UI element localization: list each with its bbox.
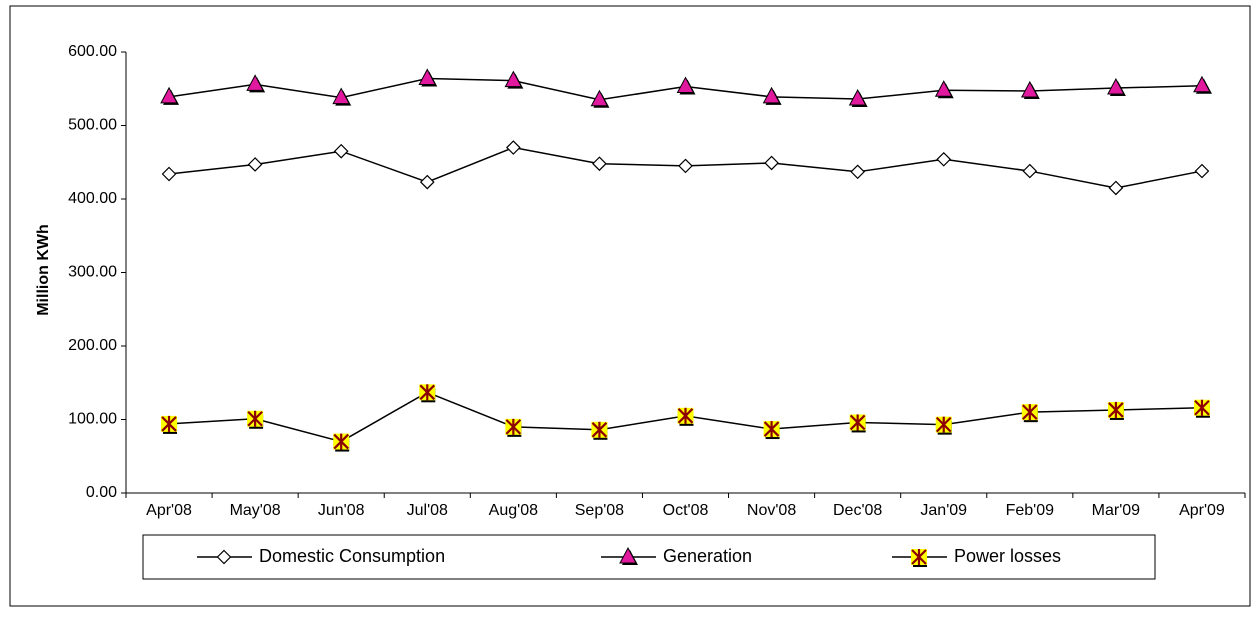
data-point-generation [934, 80, 953, 97]
legend-marker-generation [619, 546, 637, 564]
data-point-generation [676, 76, 695, 94]
y-tick-label: 200.00 [68, 337, 117, 354]
legend-item-power-losses: Power losses [892, 546, 1061, 567]
data-point-power-losses-cross [247, 410, 263, 427]
data-point-power-losses-cross [505, 418, 522, 435]
data-point-power-losses-cross [333, 433, 349, 450]
legend: Domestic Consumption Generation Power loss… [142, 534, 1156, 580]
data-point-domestic-consumption [333, 143, 349, 159]
x-tick-label: Dec'08 [833, 502, 882, 519]
data-point-domestic-consumption [505, 140, 521, 155]
legend-label-power-losses: Power losses [954, 546, 1061, 566]
data-point-domestic-consumption [419, 174, 435, 190]
x-tick-label: Oct'08 [663, 502, 709, 519]
x-tick-label: Apr'08 [146, 502, 192, 519]
series-power-losses [161, 384, 1210, 452]
data-point-power-losses-cross [161, 415, 177, 432]
data-point-generation [590, 89, 609, 107]
x-tick-label: Mar'09 [1092, 502, 1141, 519]
data-point-domestic-consumption [678, 158, 693, 174]
data-point-domestic-consumption [1022, 163, 1038, 179]
legend-marker-domestic-consumption [216, 549, 232, 565]
y-tick-label: 300.00 [68, 264, 117, 281]
data-point-domestic-consumption [161, 166, 177, 182]
y-tick-label: 600.00 [68, 43, 117, 60]
data-point-power-losses-cross [1108, 401, 1124, 418]
data-point-generation [762, 86, 781, 104]
x-tick-label: Sep'08 [575, 502, 624, 519]
data-point-domestic-consumption [1194, 163, 1210, 179]
legend-item-generation: Generation [601, 546, 752, 566]
x-tick-label: Nov'08 [747, 502, 796, 519]
y-tick-label: 100.00 [68, 411, 117, 428]
data-point-domestic-consumption [592, 156, 607, 172]
data-point-domestic-consumption [850, 164, 866, 180]
series-domestic-consumption [161, 140, 1210, 196]
y-tick-label: 400.00 [68, 190, 117, 207]
x-tick-label: Feb'09 [1006, 502, 1055, 519]
data-point-power-losses-cross [763, 421, 780, 438]
data-point-generation [1107, 77, 1125, 95]
x-tick-label: May'08 [230, 502, 281, 519]
data-point-power-losses-cross [1194, 399, 1210, 416]
x-tick-label: Aug'08 [489, 502, 538, 519]
data-point-generation [160, 86, 178, 104]
chart-border [9, 5, 1251, 607]
data-point-domestic-consumption [936, 151, 952, 167]
data-point-generation [1193, 75, 1211, 93]
data-point-generation [418, 68, 437, 85]
data-point-power-losses-cross [677, 407, 694, 424]
y-tick-label: 0.00 [86, 484, 117, 501]
data-point-power-losses-cross [591, 421, 608, 438]
data-point-power-losses-cross [419, 384, 436, 401]
legend-label-generation: Generation [663, 546, 752, 566]
data-point-power-losses-cross [1022, 404, 1038, 421]
series-layer [160, 68, 1212, 452]
legend-item-domestic-consumption: Domestic Consumption [197, 546, 445, 566]
x-tick-label: Apr'09 [1179, 502, 1225, 519]
data-point-generation [332, 87, 351, 105]
data-point-generation [848, 88, 867, 106]
data-point-generation [1020, 80, 1039, 98]
legend-label-domestic-consumption: Domestic Consumption [259, 546, 445, 566]
x-tick-label: Jul'08 [407, 502, 448, 519]
data-point-domestic-consumption [1108, 180, 1124, 196]
data-point-domestic-consumption [764, 155, 779, 171]
y-axis-label: Million KWh [35, 224, 52, 316]
data-point-power-losses-cross [935, 416, 952, 433]
data-point-power-losses-cross [849, 414, 866, 431]
x-tick-label: Jan'09 [920, 502, 967, 519]
series-generation [160, 68, 1212, 108]
y-tick-label: 500.00 [68, 117, 117, 134]
axes: 0.00 100.00 200.00 300.00 400.00 500.00 600.00… [68, 43, 1246, 519]
data-point-generation [504, 70, 523, 88]
data-point-generation [246, 74, 264, 91]
legend-marker-power-losses-cross [911, 549, 927, 565]
x-tick-label: Jun'08 [318, 502, 365, 519]
data-point-domestic-consumption [247, 157, 263, 172]
